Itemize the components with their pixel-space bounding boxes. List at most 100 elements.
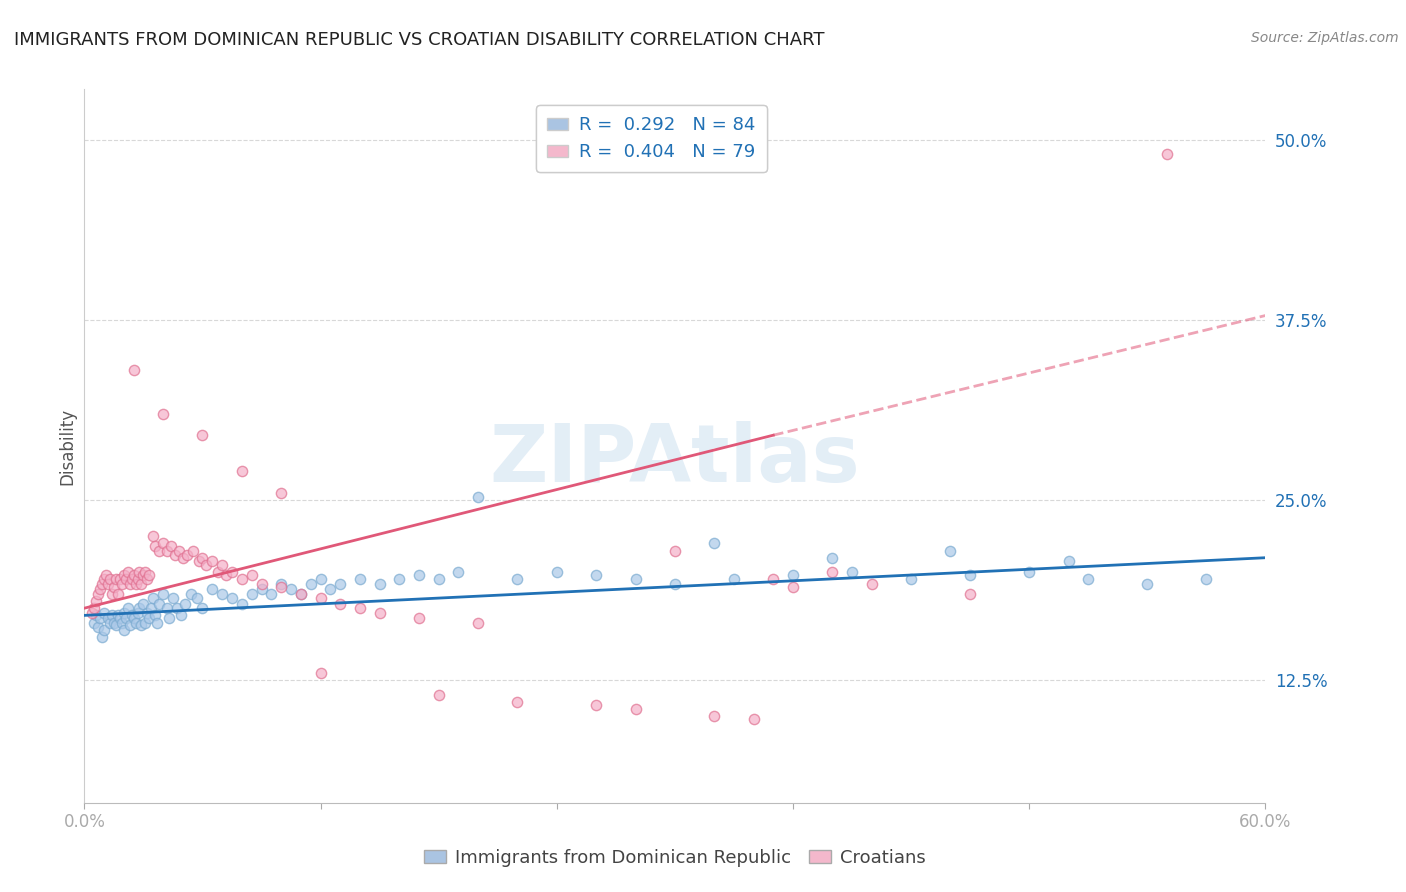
Point [585,698,607,712]
Point [309,666,332,681]
Point [270,580,292,594]
Point [107,587,129,601]
Point [624,702,647,716]
Point [1156,147,1178,161]
Point [368,606,391,620]
Point [467,615,489,630]
Point [703,709,725,723]
Point [821,550,844,565]
Point [427,572,450,586]
Point [841,565,863,579]
Point [959,587,981,601]
Point [329,576,352,591]
Point [939,543,962,558]
Point [111,615,134,630]
Point [173,597,195,611]
Point [166,601,188,615]
Point [221,565,243,579]
Point [98,572,121,586]
Point [723,572,745,586]
Point [703,536,725,550]
Point [860,576,883,591]
Point [782,568,804,582]
Point [136,572,159,586]
Point [231,464,253,478]
Y-axis label: Disability: Disability [58,408,76,484]
Point [87,587,110,601]
Point [170,608,193,623]
Point [98,615,121,630]
Point [1136,576,1159,591]
Point [117,601,139,615]
Point [131,576,153,591]
Point [329,597,352,611]
Point [231,572,253,586]
Point [132,568,155,582]
Point [93,572,115,586]
Point [506,695,529,709]
Point [118,576,141,591]
Point [250,576,273,591]
Point [131,618,153,632]
Point [94,568,117,582]
Point [1195,572,1218,586]
Point [111,576,134,591]
Point [240,568,263,582]
Point [143,608,166,623]
Point [138,568,160,582]
Point [270,576,292,591]
Legend: R =  0.292   N = 84, R =  0.404   N = 79: R = 0.292 N = 84, R = 0.404 N = 79 [536,105,766,172]
Point [299,576,322,591]
Point [128,565,150,579]
Point [112,623,135,637]
Point [89,611,111,625]
Point [270,486,292,500]
Point [157,611,180,625]
Point [1077,572,1099,586]
Point [163,548,186,562]
Point [142,529,165,543]
Point [107,608,129,623]
Point [959,568,981,582]
Point [97,611,120,625]
Point [122,363,145,377]
Point [156,601,179,615]
Point [152,536,174,550]
Point [121,608,143,623]
Point [114,572,136,586]
Point [180,587,202,601]
Point [121,572,143,586]
Point [240,587,263,601]
Point [280,582,302,597]
Point [388,572,411,586]
Point [160,539,183,553]
Point [467,490,489,504]
Point [112,606,135,620]
Point [128,601,150,615]
Point [108,611,131,625]
Point [742,712,765,726]
Point [82,606,104,620]
Point [138,611,160,625]
Point [368,576,391,591]
Point [211,558,233,572]
Point [152,407,174,421]
Point [290,587,312,601]
Point [821,565,844,579]
Point [250,582,273,597]
Text: ZIPAtlas: ZIPAtlas [489,421,860,500]
Point [195,558,218,572]
Point [148,543,170,558]
Point [93,623,115,637]
Point [124,576,146,591]
Text: IMMIGRANTS FROM DOMINICAN REPUBLIC VS CROATIAN DISABILITY CORRELATION CHART: IMMIGRANTS FROM DOMINICAN REPUBLIC VS CR… [14,31,824,49]
Point [91,576,114,591]
Point [1018,565,1040,579]
Point [97,576,120,591]
Point [186,591,208,606]
Point [408,611,430,625]
Point [118,618,141,632]
Point [1057,553,1080,567]
Point [546,565,568,579]
Point [108,572,131,586]
